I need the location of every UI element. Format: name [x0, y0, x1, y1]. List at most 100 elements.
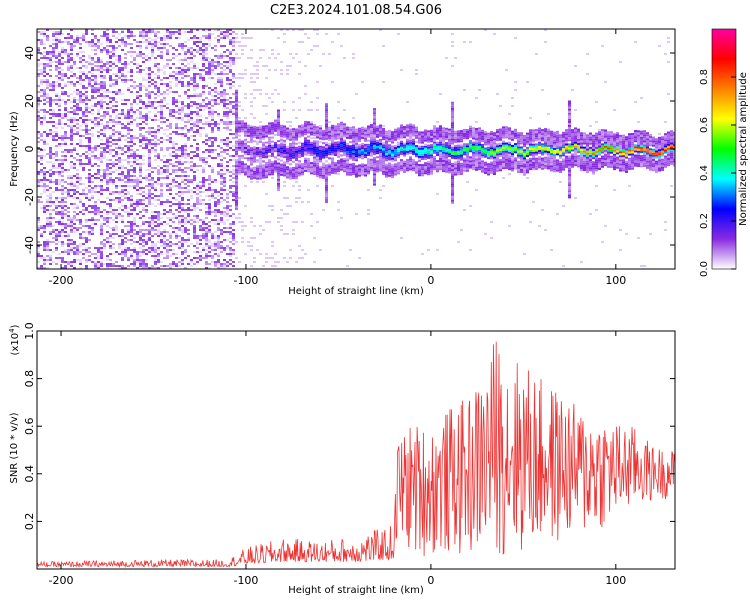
- heatmap-cell: [139, 55, 142, 57]
- heatmap-cell: [88, 157, 91, 159]
- heatmap-cell: [244, 138, 247, 141]
- heatmap-cell: [340, 138, 343, 141]
- heatmap-cell: [64, 159, 67, 161]
- heatmap-cell: [91, 73, 94, 75]
- heatmap-cell: [349, 133, 352, 136]
- heatmap-cell: [154, 247, 157, 249]
- heatmap-cell: [70, 165, 73, 167]
- heatmap-cell: [52, 101, 55, 103]
- heatmap-cell: [265, 261, 268, 263]
- heatmap-cell: [97, 131, 100, 133]
- heatmap-cell: [100, 99, 103, 101]
- heatmap-cell: [247, 132, 250, 135]
- heatmap-cell: [235, 128, 238, 131]
- heatmap-cell: [94, 119, 97, 121]
- heatmap-cell: [361, 167, 364, 170]
- heatmap-cell: [208, 33, 211, 35]
- heatmap-cell: [178, 73, 181, 75]
- heatmap-cell: [115, 139, 118, 141]
- heatmap-cell: [79, 179, 82, 181]
- heatmap-cell: [49, 69, 52, 71]
- heatmap-cell: [313, 170, 316, 173]
- heatmap-cell: [310, 225, 313, 227]
- heatmap-cell: [115, 261, 118, 263]
- heatmap-cell: [88, 79, 91, 81]
- heatmap-cell: [55, 263, 58, 265]
- heatmap-cell: [79, 177, 82, 179]
- heatmap-cell: [298, 61, 301, 63]
- heatmap-cell: [85, 145, 88, 147]
- heatmap-cell: [79, 263, 82, 265]
- heatmap-cell: [115, 213, 118, 215]
- heatmap-cell: [340, 123, 343, 126]
- heatmap-cell: [253, 73, 256, 75]
- heatmap-cell: [178, 111, 181, 113]
- heatmap-cell: [247, 151, 250, 154]
- heatmap-cell: [229, 241, 232, 243]
- heatmap-cell: [142, 29, 145, 31]
- heatmap-cell: [238, 144, 241, 147]
- heatmap-cell: [73, 165, 76, 167]
- heatmap-cell: [265, 113, 268, 115]
- heatmap-cell: [55, 179, 58, 181]
- heatmap-cell: [331, 163, 334, 166]
- heatmap-cell: [232, 41, 235, 43]
- heatmap-cell: [151, 265, 154, 267]
- heatmap-cell: [154, 83, 157, 85]
- heatmap-cell: [97, 91, 100, 93]
- heatmap-cell: [181, 253, 184, 255]
- heatmap-cell: [193, 205, 196, 207]
- heatmap-cell: [208, 99, 211, 101]
- heatmap-cell: [55, 127, 58, 129]
- heatmap-cell: [166, 167, 169, 169]
- heatmap-cell: [145, 59, 148, 61]
- heatmap-cell: [235, 97, 238, 100]
- heatmap-cell: [64, 151, 67, 153]
- heatmap-cell: [91, 219, 94, 221]
- heatmap-cell: [223, 115, 226, 117]
- heatmap-cell: [70, 49, 73, 51]
- heatmap-cell: [58, 173, 61, 175]
- heatmap-cell: [298, 172, 301, 175]
- heatmap-cell: [124, 211, 127, 213]
- heatmap-cell: [82, 213, 85, 215]
- heatmap-cell: [142, 137, 145, 139]
- heatmap-cell: [133, 151, 136, 153]
- heatmap-cell: [106, 41, 109, 43]
- heatmap-cell: [139, 51, 142, 53]
- heatmap-cell: [55, 139, 58, 141]
- heatmap-cell: [166, 31, 169, 33]
- heatmap-cell: [352, 140, 355, 143]
- heatmap-cell: [178, 45, 181, 47]
- heatmap-cell: [301, 146, 304, 149]
- heatmap-cell: [175, 73, 178, 75]
- heatmap-cell: [61, 225, 64, 227]
- heatmap-cell: [88, 163, 91, 165]
- heatmap-cell: [250, 113, 253, 115]
- heatmap-cell: [175, 237, 178, 239]
- heatmap-cell: [217, 239, 220, 241]
- heatmap-cell: [88, 219, 91, 221]
- heatmap-cell: [79, 99, 82, 101]
- heatmap-cell: [85, 247, 88, 249]
- heatmap-cell: [130, 145, 133, 147]
- heatmap-cell: [94, 79, 97, 81]
- heatmap-cell: [346, 169, 349, 172]
- heatmap-cell: [310, 127, 313, 130]
- heatmap-cell: [127, 239, 130, 241]
- heatmap-cell: [352, 167, 355, 170]
- heatmap-cell: [109, 241, 112, 243]
- heatmap-cell: [220, 45, 223, 47]
- heatmap-cell: [229, 39, 232, 41]
- heatmap-cell: [247, 169, 250, 172]
- heatmap-cell: [214, 123, 217, 125]
- heatmap-cell: [325, 133, 328, 136]
- heatmap-cell: [217, 201, 220, 203]
- heatmap-cell: [148, 165, 151, 167]
- heatmap-cell: [217, 259, 220, 261]
- heatmap-cell: [208, 205, 211, 207]
- heatmap-cell: [163, 35, 166, 37]
- heatmap-cell: [64, 51, 67, 53]
- heatmap-cell: [169, 263, 172, 265]
- heatmap-cell: [43, 91, 46, 93]
